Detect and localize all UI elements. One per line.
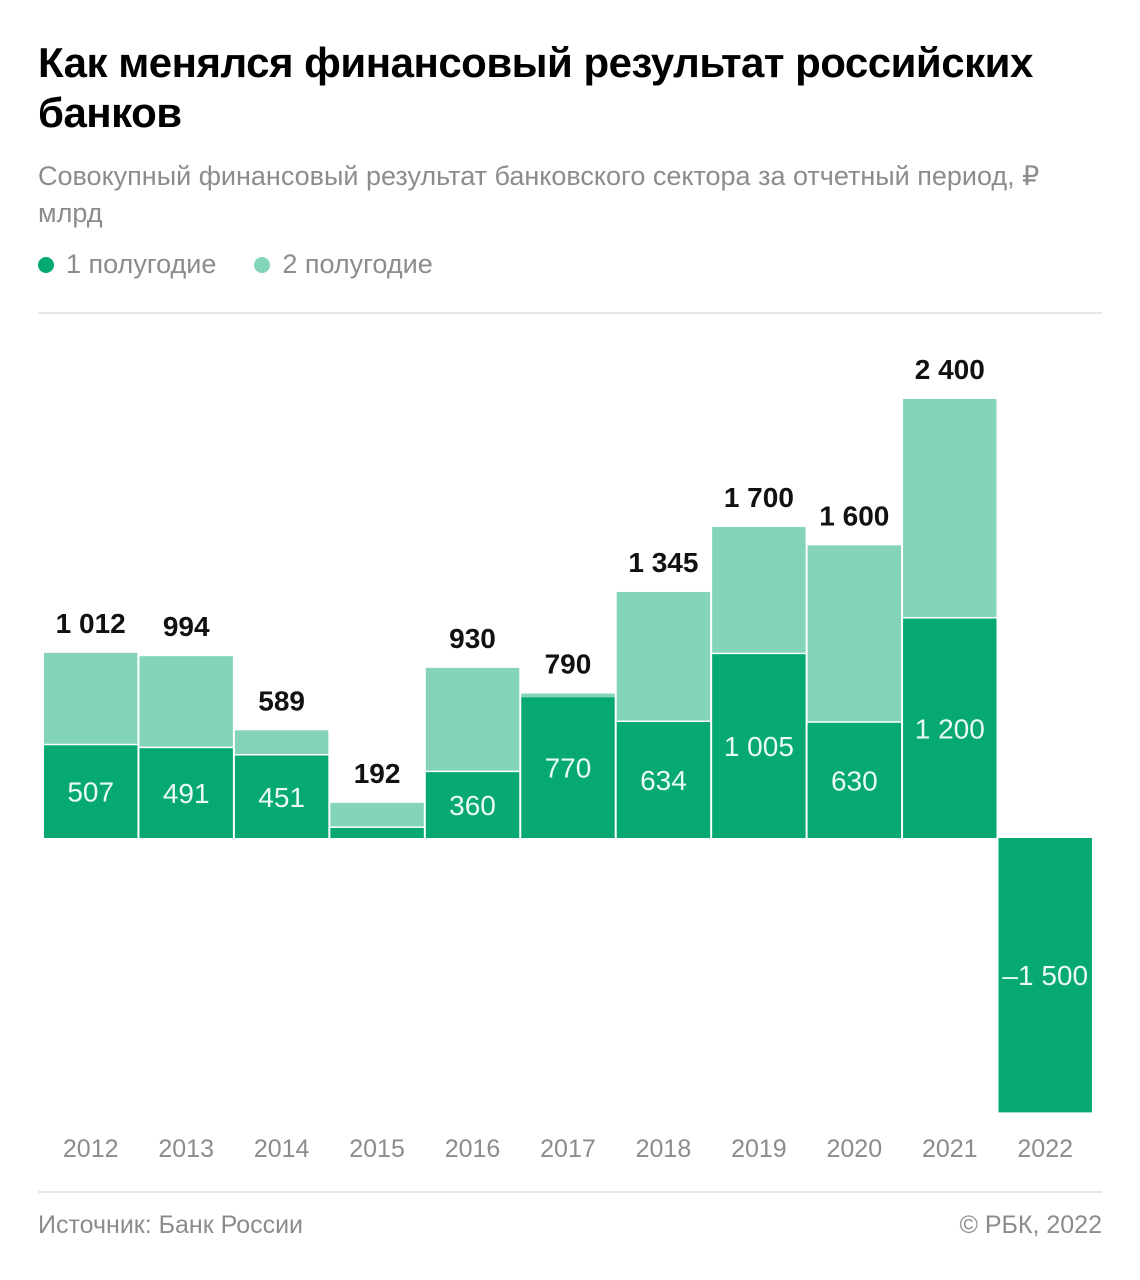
bar-h2-2013 [139, 656, 233, 747]
bar-h2-2014 [234, 730, 329, 755]
bar-h1-2018 [616, 722, 711, 838]
bar-h1-value-label: 491 [163, 778, 210, 809]
bar-h1-2020 [807, 722, 902, 838]
bottom-divider [38, 1191, 1102, 1193]
bar-total-label: 994 [163, 611, 210, 642]
x-tick-label: 2016 [445, 1135, 501, 1163]
bar-h1-2017 [521, 697, 615, 838]
bar-h1-value-label: 1 200 [915, 713, 985, 744]
x-tick-label: 2013 [158, 1135, 214, 1163]
bar-total-label: 1 600 [819, 500, 889, 531]
copyright: © РБК, 2022 [959, 1211, 1102, 1239]
bar-total-label: 192 [354, 758, 401, 789]
x-tick-label: 2018 [636, 1135, 692, 1163]
x-tick-label: 2022 [1017, 1135, 1073, 1163]
bar-h1-value-label: 1 005 [724, 731, 794, 762]
bar-total-label: 1 345 [628, 547, 698, 578]
legend-label-h1: 1 полугодие [66, 249, 217, 279]
bar-h1-value-label: 451 [258, 782, 305, 813]
x-tick-label: 2021 [922, 1135, 978, 1163]
bar-h1-value-label: 634 [640, 765, 687, 796]
x-tick-label: 2017 [540, 1135, 596, 1163]
chart-title: Как менялся финансовый результат российс… [38, 39, 1033, 136]
bar-h1-2014 [234, 755, 329, 838]
bar-total-label: 790 [545, 648, 592, 679]
bar-h1-2019 [712, 654, 806, 838]
legend-item-h1: 1 полугодие [38, 249, 216, 280]
bar-h1-2015 [330, 827, 424, 838]
legend-swatch-h1 [38, 256, 54, 273]
bar-h2-2021 [903, 399, 997, 617]
bar-h2-2012 [44, 652, 138, 744]
bar-total-label: 589 [258, 685, 305, 716]
x-tick-label: 2012 [63, 1135, 119, 1163]
legend: 1 полугодие 2 полугодие [38, 249, 433, 280]
bar-h1-2016 [425, 772, 520, 838]
bar-h2-2016 [425, 667, 520, 771]
bar-h1-2013 [139, 748, 233, 838]
bar-total-label: 2 400 [915, 354, 985, 385]
bar-h1-value-label: 770 [545, 753, 592, 784]
x-tick-label: 2014 [254, 1135, 310, 1163]
bar-h2-2019 [712, 527, 806, 653]
source-note: Источник: Банк России [38, 1211, 304, 1239]
x-tick-label: 2019 [731, 1135, 787, 1163]
bar-h2-2020 [807, 545, 902, 722]
bar-h1-2012 [44, 745, 138, 838]
legend-item-h2: 2 полугодие [254, 249, 433, 280]
x-tick-label: 2015 [349, 1135, 405, 1163]
bar-h1-value-label: –1 500 [1002, 960, 1088, 991]
bar-h1-2021 [903, 618, 997, 838]
bar-h1-value-label: 360 [449, 790, 496, 821]
bar-total-label: 930 [449, 623, 496, 654]
legend-label-h2: 2 полугодие [282, 249, 433, 279]
top-divider [38, 312, 1102, 314]
bar-total-label: 1 012 [56, 608, 126, 639]
x-tick-label: 2020 [827, 1135, 883, 1163]
bar-h1-2022 [998, 838, 1092, 1113]
chart-subtitle: Совокупный финансовый результат банковск… [38, 161, 1040, 228]
bar-h1-value-label: 507 [67, 777, 114, 808]
legend-swatch-h2 [254, 256, 271, 273]
bar-h1-value-label: 630 [831, 765, 878, 796]
bar-h2-2015 [330, 802, 424, 827]
bar-h2-2018 [616, 591, 711, 721]
bar-h2-2017 [521, 693, 615, 698]
bar-total-label: 1 700 [724, 482, 794, 513]
